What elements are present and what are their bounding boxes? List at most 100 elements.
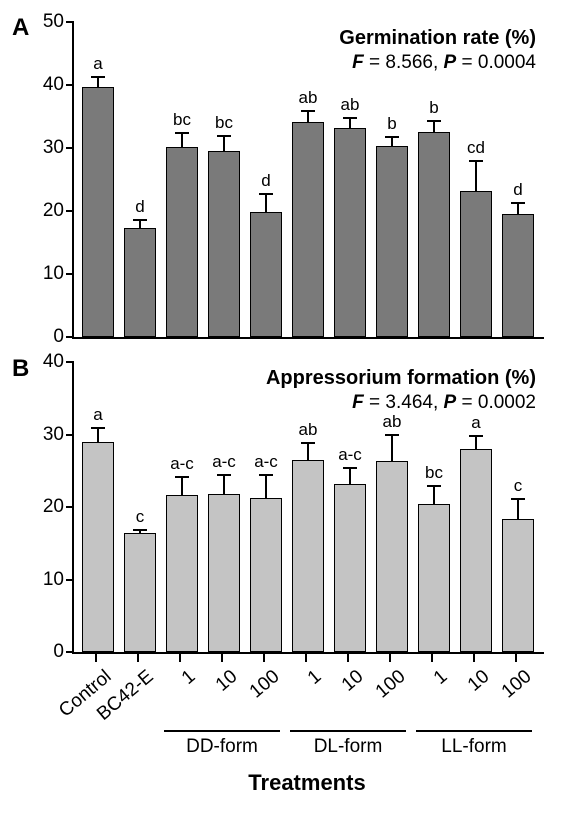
y-tick: [66, 147, 74, 149]
bar: [460, 449, 492, 652]
bar: [292, 122, 324, 337]
bar: [376, 146, 408, 337]
error-cap: [469, 160, 483, 162]
error-bar: [181, 476, 183, 495]
error-bar: [265, 474, 267, 498]
error-cap: [175, 476, 189, 478]
group-underline: [416, 730, 532, 732]
y-tick: [66, 434, 74, 436]
error-cap: [91, 427, 105, 429]
error-cap: [133, 219, 147, 221]
y-tick-label: 50: [43, 11, 64, 33]
sig-label: bc: [215, 113, 233, 133]
x-tick: [389, 654, 391, 662]
sig-label: ab: [299, 88, 318, 108]
sig-label: d: [261, 171, 270, 191]
bar: [502, 519, 534, 652]
bar: [82, 442, 114, 652]
panel-b-label: B: [12, 355, 29, 383]
sig-label: d: [513, 180, 522, 200]
error-cap: [175, 132, 189, 134]
bar: [292, 460, 324, 652]
group-label: DD-form: [186, 736, 258, 758]
bar: [376, 461, 408, 652]
bar: [250, 212, 282, 337]
y-tick: [66, 651, 74, 653]
sig-label: a-c: [254, 452, 278, 472]
x-axis-title: Treatments: [248, 770, 365, 796]
y-tick: [66, 21, 74, 23]
x-tick: [473, 654, 475, 662]
sig-label: a-c: [212, 452, 236, 472]
error-cap: [385, 136, 399, 138]
bar: [166, 147, 198, 337]
sig-label: a: [93, 54, 102, 74]
error-cap: [385, 434, 399, 436]
bar: [334, 484, 366, 652]
x-tick: [431, 654, 433, 662]
group-underline: [290, 730, 406, 732]
error-bar: [475, 435, 477, 449]
y-tick: [66, 506, 74, 508]
error-cap: [259, 193, 273, 195]
y-tick-label: 20: [43, 496, 64, 518]
panel-title: Appressorium formation (%)F = 3.464, P =…: [266, 366, 536, 415]
bar: [418, 504, 450, 652]
x-tick: [137, 654, 139, 662]
sig-label: b: [387, 114, 396, 134]
error-cap: [511, 498, 525, 500]
y-tick: [66, 273, 74, 275]
y-tick-label: 20: [43, 200, 64, 222]
error-cap: [343, 467, 357, 469]
error-bar: [307, 442, 309, 459]
bar: [334, 128, 366, 337]
group-underline: [164, 730, 280, 732]
sig-label: b: [429, 98, 438, 118]
error-cap: [427, 485, 441, 487]
y-tick-label: 10: [43, 263, 64, 285]
y-tick-label: 0: [53, 641, 64, 663]
y-tick-label: 30: [43, 424, 64, 446]
error-bar: [265, 193, 267, 212]
bar: [82, 87, 114, 337]
sig-label: cd: [467, 138, 485, 158]
x-tick: [347, 654, 349, 662]
error-bar: [97, 427, 99, 442]
error-cap: [511, 202, 525, 204]
x-tick: [221, 654, 223, 662]
bar: [250, 498, 282, 652]
sig-label: d: [135, 197, 144, 217]
group-label: DL-form: [314, 736, 383, 758]
sig-label: a: [93, 405, 102, 425]
error-cap: [301, 442, 315, 444]
y-tick-label: 10: [43, 569, 64, 591]
sig-label: bc: [173, 110, 191, 130]
error-cap: [343, 117, 357, 119]
panel-title: Germination rate (%)F = 8.566, P = 0.000…: [339, 26, 536, 75]
error-bar: [181, 132, 183, 147]
error-cap: [259, 474, 273, 476]
panel-a-plot: 01020304050Germination rate (%)F = 8.566…: [72, 22, 544, 339]
sig-label: a-c: [338, 445, 362, 465]
y-tick-label: 40: [43, 74, 64, 96]
y-tick: [66, 336, 74, 338]
sig-label: ab: [341, 95, 360, 115]
bar: [166, 495, 198, 652]
error-bar: [349, 467, 351, 484]
x-tick: [263, 654, 265, 662]
bar: [418, 132, 450, 337]
y-tick-label: 30: [43, 137, 64, 159]
group-label: LL-form: [441, 736, 506, 758]
bar: [208, 151, 240, 337]
sig-label: c: [136, 507, 145, 527]
error-cap: [427, 120, 441, 122]
error-cap: [469, 435, 483, 437]
error-bar: [223, 135, 225, 151]
error-cap: [217, 135, 231, 137]
error-cap: [301, 110, 315, 112]
bar: [124, 228, 156, 337]
figure: A 01020304050Germination rate (%)F = 8.5…: [0, 0, 567, 827]
bar: [124, 533, 156, 652]
sig-label: c: [514, 476, 523, 496]
y-tick: [66, 579, 74, 581]
